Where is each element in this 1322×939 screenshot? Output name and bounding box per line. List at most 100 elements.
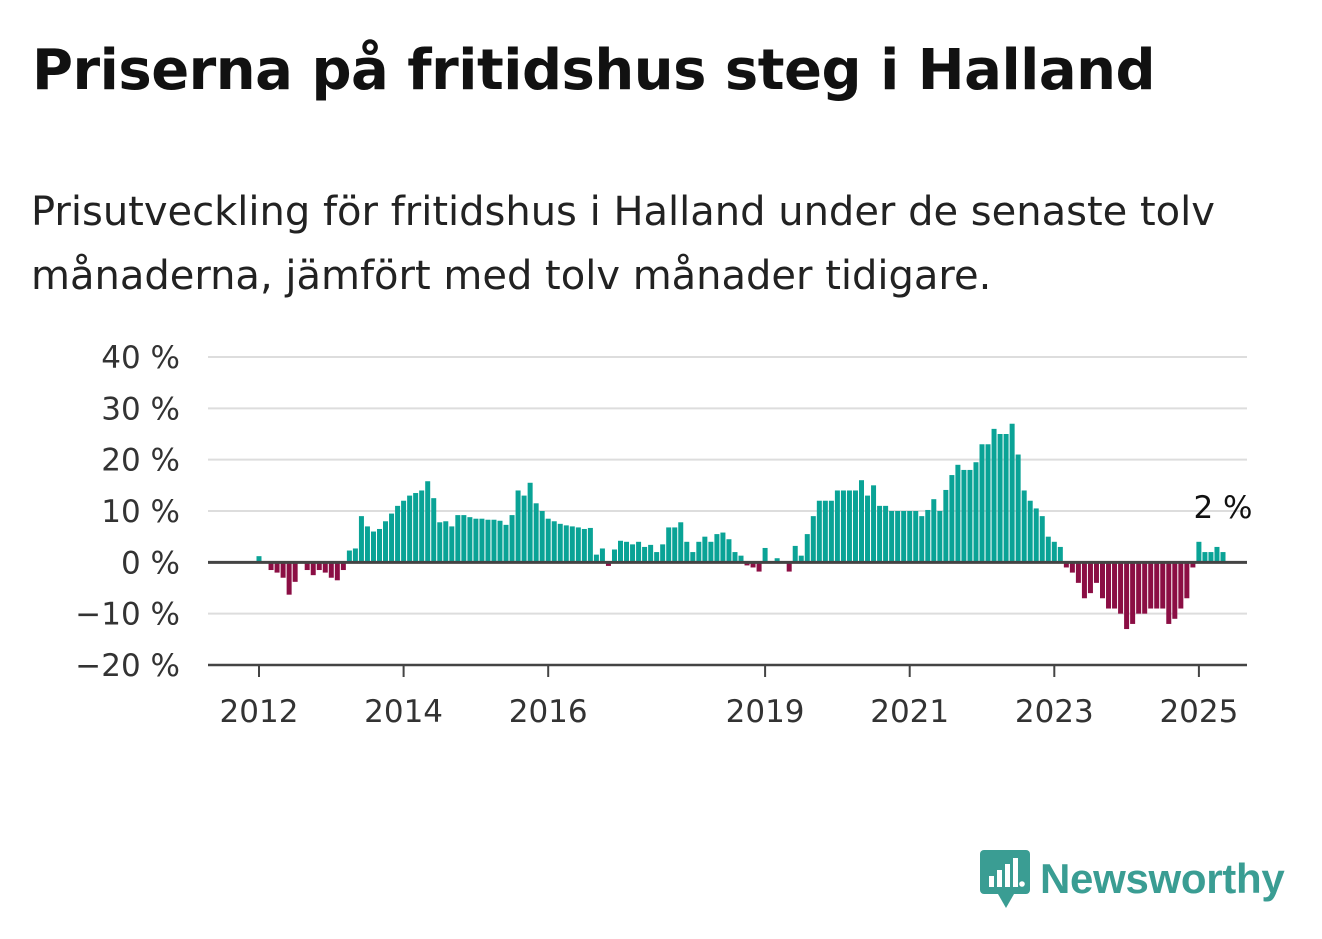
bar bbox=[515, 490, 521, 563]
bar bbox=[859, 480, 864, 563]
bar bbox=[985, 444, 991, 563]
newsworthy-logo[interactable]: Newsworthy bbox=[980, 848, 1285, 910]
brand-name: Newsworthy bbox=[1040, 855, 1285, 902]
bar bbox=[630, 544, 636, 563]
bar bbox=[913, 511, 919, 563]
bar bbox=[413, 493, 419, 563]
bar bbox=[443, 521, 449, 563]
bar bbox=[846, 490, 852, 563]
bar bbox=[961, 469, 967, 563]
bar bbox=[1069, 562, 1075, 573]
chart-subtitle: Prisutveckling för fritidshus i Halland … bbox=[31, 189, 1215, 299]
bar bbox=[1015, 454, 1021, 563]
bar bbox=[889, 511, 895, 563]
bar-chart: 40 % 30 % 20 % 10 % 0 % −10 % −20 % 2012 2014 201… bbox=[75, 340, 1252, 730]
bar bbox=[1100, 562, 1105, 599]
bar bbox=[473, 518, 479, 563]
bar bbox=[1172, 562, 1178, 619]
bar bbox=[618, 540, 623, 563]
bar bbox=[997, 434, 1003, 563]
bar bbox=[455, 515, 461, 563]
bar bbox=[605, 562, 611, 566]
bar bbox=[593, 554, 599, 563]
bar bbox=[624, 541, 630, 563]
bar bbox=[816, 500, 822, 563]
bar bbox=[1112, 562, 1118, 609]
bar bbox=[449, 526, 455, 563]
bar bbox=[1106, 562, 1112, 609]
bar bbox=[804, 534, 810, 563]
bar bbox=[714, 534, 720, 563]
bar bbox=[1208, 552, 1214, 563]
bar bbox=[931, 499, 937, 563]
bar bbox=[395, 505, 401, 563]
y-tick-label: 20 % bbox=[101, 443, 180, 479]
bar bbox=[1190, 562, 1196, 568]
bar bbox=[877, 505, 883, 563]
bar bbox=[1220, 552, 1226, 563]
bar bbox=[503, 524, 509, 563]
bar bbox=[973, 462, 979, 563]
bar bbox=[865, 495, 871, 563]
bar bbox=[1003, 434, 1009, 563]
bar bbox=[1063, 562, 1069, 568]
bar bbox=[581, 528, 587, 563]
bar bbox=[654, 552, 660, 563]
bar bbox=[943, 489, 949, 563]
bar bbox=[497, 520, 503, 563]
bar bbox=[1178, 562, 1184, 609]
bar bbox=[786, 562, 792, 572]
bar bbox=[1130, 562, 1136, 624]
chart-title: Priserna på fritidshus steg i Halland bbox=[32, 38, 1156, 103]
bar bbox=[762, 547, 768, 563]
bar bbox=[871, 485, 877, 563]
x-tick-label: 2021 bbox=[870, 694, 949, 730]
bar bbox=[684, 541, 690, 563]
bar bbox=[756, 562, 762, 572]
bar bbox=[852, 490, 858, 563]
bar bbox=[310, 562, 316, 576]
bar bbox=[334, 562, 340, 581]
bar bbox=[1033, 508, 1039, 563]
gridlines bbox=[208, 356, 1247, 615]
bar bbox=[563, 525, 569, 563]
bar bbox=[286, 562, 292, 595]
y-tick-label: 10 % bbox=[101, 494, 180, 530]
bar bbox=[955, 464, 961, 563]
bar bbox=[798, 555, 804, 563]
bar bbox=[569, 526, 575, 563]
y-tick-label: −10 % bbox=[75, 597, 180, 633]
bar bbox=[1009, 423, 1015, 563]
bar bbox=[810, 516, 816, 563]
bar bbox=[545, 518, 551, 563]
bar bbox=[949, 475, 955, 563]
y-tick-label: 0 % bbox=[121, 545, 180, 581]
y-tick-label: −20 % bbox=[75, 648, 180, 684]
bar bbox=[840, 490, 846, 563]
y-tick-label: 40 % bbox=[101, 340, 180, 376]
bar bbox=[401, 500, 407, 563]
bar bbox=[527, 482, 533, 563]
bar bbox=[925, 509, 931, 563]
bar bbox=[1057, 546, 1063, 563]
bar bbox=[467, 517, 473, 563]
bar bbox=[280, 562, 286, 578]
bar bbox=[389, 513, 395, 563]
axes bbox=[208, 560, 1247, 677]
bar bbox=[696, 541, 702, 563]
newsworthy-logo-icon bbox=[980, 850, 1030, 908]
bar bbox=[1093, 562, 1099, 583]
bar bbox=[991, 428, 997, 563]
bar bbox=[1136, 562, 1142, 614]
bar bbox=[407, 495, 413, 563]
x-tick-label: 2012 bbox=[220, 694, 299, 730]
bar bbox=[648, 544, 654, 563]
bar bbox=[533, 503, 539, 563]
x-tick-label: 2023 bbox=[1015, 694, 1094, 730]
bar bbox=[1087, 562, 1093, 594]
bar bbox=[509, 515, 515, 563]
bar bbox=[370, 531, 376, 563]
bar bbox=[461, 515, 467, 563]
bar bbox=[292, 562, 298, 582]
bar bbox=[587, 527, 593, 563]
